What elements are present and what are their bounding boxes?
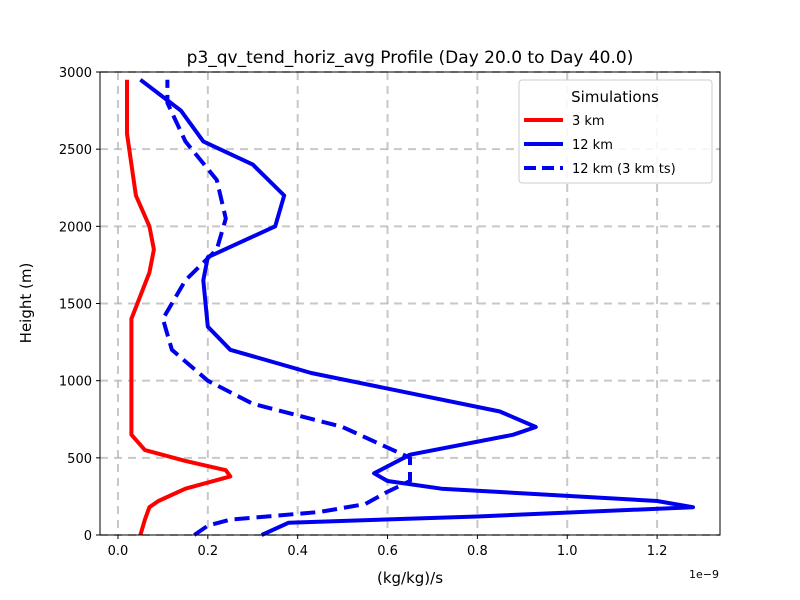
y-tick-label: 0 <box>84 529 92 544</box>
series-line-2 <box>139 78 695 537</box>
legend-box <box>518 79 713 184</box>
x-tick-label: 1.2 <box>647 544 668 559</box>
y-tick-label: 1000 <box>59 375 92 390</box>
legend: Simulations 3 km 12 km 12 km (3 km ts) <box>518 79 713 184</box>
x-tick-label: 0.4 <box>287 544 308 559</box>
legend-label-3: 12 km (3 km ts) <box>572 162 676 177</box>
x-tick-label: 0.8 <box>467 544 488 559</box>
y-tick-label: 1500 <box>59 298 92 313</box>
plot-lines <box>125 78 695 537</box>
x-axis-offset-label: 1e−9 <box>689 568 719 581</box>
chart-title: p3_qv_tend_horiz_avg Profile (Day 20.0 t… <box>187 48 634 68</box>
series-line-1 <box>125 79 233 536</box>
y-tick-label: 2500 <box>59 143 92 158</box>
x-tick-label: 0.2 <box>197 544 218 559</box>
y-tick-label: 500 <box>67 452 92 467</box>
x-tick-label: 0.0 <box>108 544 129 559</box>
y-axis-label: Height (m) <box>17 263 35 344</box>
y-tick-label: 3000 <box>59 66 92 81</box>
axis-ticks: 0.0 0.2 0.4 0.6 0.8 1.0 1.2 0 500 1000 1500 2000 250… <box>59 66 668 559</box>
legend-label-2: 12 km <box>572 138 613 153</box>
legend-title: Simulations <box>571 88 659 106</box>
y-tick-label: 2000 <box>59 220 92 235</box>
legend-label-1: 3 km <box>572 114 605 129</box>
x-axis-label: (kg/kg)/s <box>377 569 443 587</box>
x-tick-label: 1.0 <box>557 544 578 559</box>
plot-frame <box>99 71 721 536</box>
series-line-3 <box>160 79 412 537</box>
x-tick-label: 0.6 <box>377 544 398 559</box>
